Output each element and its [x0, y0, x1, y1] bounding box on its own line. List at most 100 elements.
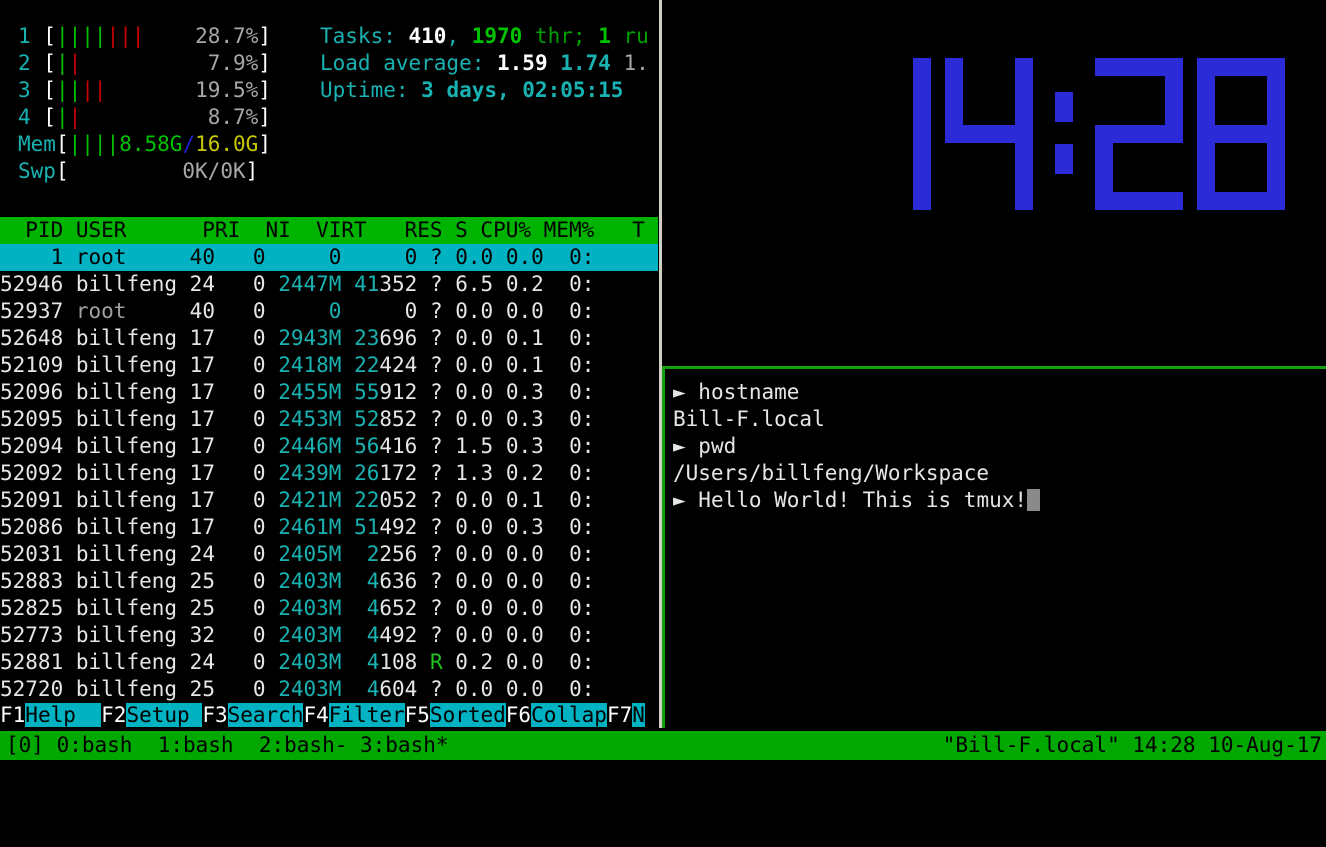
clock-segment	[1197, 125, 1215, 210]
fkey-f1[interactable]: F1	[0, 703, 26, 727]
process-res	[354, 245, 405, 269]
meter-bar: |	[131, 24, 145, 48]
clock-segment	[1015, 125, 1033, 210]
process-row[interactable]: 52648 billfeng 17 0 2943M 23696 ? 0.0 0.…	[0, 326, 595, 350]
process-cpu: 0.0	[442, 407, 494, 431]
pane-htop[interactable]: 1 [||||||| 28.7%] 2 [|| 7.9%] 3 [|||| 19.5…	[0, 0, 658, 728]
tmux-status-bar[interactable]: [0] 0:bash 1:bash 2:bash- 3:bash* "Bill-…	[0, 731, 1326, 760]
fkey-f5[interactable]: F5	[404, 703, 430, 727]
process-mem: 0.1	[493, 326, 544, 350]
process-row[interactable]: 52883 billfeng 25 0 2403M 4636 ? 0.0 0.0…	[0, 569, 595, 593]
process-time: 0:	[569, 380, 595, 404]
meter-bar: |	[119, 24, 132, 48]
process-table-header[interactable]: PID USER PRI NI VIRT RES S CPU% MEM% T	[0, 217, 658, 244]
process-row[interactable]: 52825 billfeng 25 0 2403M 4652 ? 0.0 0.0…	[0, 596, 595, 620]
meter-bar: |	[106, 132, 120, 156]
cpu-meter-label: 1	[18, 24, 44, 48]
clock-segment	[945, 125, 1033, 143]
process-pri: 40	[189, 299, 215, 323]
process-time: 0:	[569, 488, 595, 512]
process-row[interactable]: 52086 billfeng 17 0 2461M 51492 ? 0.0 0.…	[0, 515, 595, 539]
process-mem: 0.3	[493, 515, 544, 539]
process-user: billfeng	[75, 677, 190, 701]
running-label: ru	[610, 24, 649, 48]
shell-output[interactable]: ► hostname Bill-F.local ► pwd/Users/billfe…	[673, 379, 1041, 514]
process-mem: 0.0	[493, 677, 544, 701]
shell-command-line: ► pwd	[673, 433, 1040, 460]
process-res: 4	[354, 569, 380, 593]
pane-clock[interactable]	[665, 0, 1326, 364]
process-res: 41	[354, 272, 380, 296]
process-pid: 52946	[0, 272, 64, 296]
meter-bar: |	[55, 24, 69, 48]
function-key-bar[interactable]: F1Help F2Setup F3SearchF4FilterF5SortedF…	[0, 703, 658, 728]
text-cursor	[1027, 489, 1041, 511]
process-time: 0:	[569, 677, 595, 701]
shell-text: pwd	[698, 434, 737, 458]
fkey-label-f3[interactable]: Search	[227, 703, 304, 727]
process-cpu: 0.0	[442, 515, 494, 539]
process-pid: 1	[0, 245, 64, 269]
process-pri: 25	[189, 677, 215, 701]
meter-bar: |	[68, 78, 82, 102]
fkey-f3[interactable]: F3	[202, 703, 228, 727]
process-pri: 24	[189, 272, 215, 296]
fkey-label-f7[interactable]: N	[632, 703, 645, 727]
fkey-f2[interactable]: F2	[101, 703, 127, 727]
process-cpu: 0.0	[442, 299, 494, 323]
status-left[interactable]: [0] 0:bash 1:bash 2:bash- 3:bash*	[6, 733, 449, 757]
process-row[interactable]: 52031 billfeng 24 0 2405M 2256 ? 0.0 0.0…	[0, 542, 595, 566]
meter-bar: |	[81, 24, 94, 48]
process-mem: 0.3	[493, 380, 544, 404]
process-time: 0:	[569, 596, 595, 620]
fkey-label-f6[interactable]: Collap	[531, 703, 607, 727]
process-state: ?	[429, 515, 443, 539]
process-pid: 52109	[0, 353, 64, 377]
process-pri: 17	[189, 380, 215, 404]
process-state: ?	[429, 326, 443, 350]
fkey-label-f1[interactable]: Help	[25, 703, 102, 727]
cpu-meter-label: 4	[18, 105, 44, 129]
process-row[interactable]: 52720 billfeng 25 0 2403M 4604 ? 0.0 0.0…	[0, 677, 595, 701]
threads-count: 1970	[471, 24, 523, 48]
process-row[interactable]: 52095 billfeng 17 0 2453M 52852 ? 0.0 0.…	[0, 407, 595, 431]
process-virt: 2403M	[265, 677, 342, 701]
process-user: billfeng	[75, 596, 190, 620]
process-mem: 0.3	[493, 407, 544, 431]
pane-divider-horizontal[interactable]	[662, 366, 1326, 369]
shell-output-line: Bill-F.local	[673, 406, 1040, 433]
meter-bar: |	[93, 132, 107, 156]
process-pid: 52937	[0, 299, 64, 323]
process-row[interactable]: 52881 billfeng 24 0 2403M 4108 R 0.2 0.0…	[0, 650, 595, 674]
fkey-label-f4[interactable]: Filter	[328, 703, 405, 727]
process-user: billfeng	[75, 434, 190, 458]
fkey-f7[interactable]: F7	[606, 703, 633, 727]
process-virt: 0	[265, 245, 342, 269]
process-virt: 2403M	[265, 569, 342, 593]
process-res: 51	[354, 515, 380, 539]
process-row[interactable]: 52109 billfeng 17 0 2418M 22424 ? 0.0 0.…	[0, 353, 595, 377]
fkey-label-f5[interactable]: Sorted	[429, 703, 506, 727]
process-table[interactable]: PID USER PRI NI VIRT RES S CPU% MEM% T 1…	[0, 217, 658, 703]
process-row[interactable]: 52946 billfeng 24 0 2447M 41352 ? 6.5 0.…	[0, 272, 595, 296]
pane-divider-vertical[interactable]	[659, 0, 662, 728]
process-row[interactable]: 52091 billfeng 17 0 2421M 22052 ? 0.0 0.…	[0, 488, 595, 512]
process-row[interactable]: 1 root 40 0 0 0 ? 0.0 0.0 0:	[0, 244, 658, 271]
process-row[interactable]: 52092 billfeng 17 0 2439M 26172 ? 1.3 0.…	[0, 461, 595, 485]
load-label: Load average:	[320, 51, 498, 75]
pane-divider-vertical-active[interactable]	[662, 366, 665, 728]
process-row[interactable]: 52094 billfeng 17 0 2446M 56416 ? 1.5 0.…	[0, 434, 595, 458]
pane-shell[interactable]: ► hostname Bill-F.local ► pwd/Users/billfe…	[665, 371, 1326, 728]
fkey-label-f2[interactable]: Setup	[126, 703, 203, 727]
process-row[interactable]: 52773 billfeng 32 0 2403M 4492 ? 0.0 0.0…	[0, 623, 595, 647]
process-row[interactable]: 52096 billfeng 17 0 2455M 55912 ? 0.0 0.…	[0, 380, 595, 404]
process-row[interactable]: 52937 root 40 0 0 0 ? 0.0 0.0 0:	[0, 299, 595, 323]
cpu-percent: 19.5%	[182, 78, 259, 102]
tasks-comma: ,	[446, 24, 472, 48]
clock-segment	[1197, 192, 1285, 210]
process-pid: 52773	[0, 623, 64, 647]
fkey-f4[interactable]: F4	[303, 703, 329, 727]
clock-segment	[945, 58, 963, 143]
fkey-f6[interactable]: F6	[505, 703, 532, 727]
meter-bar: |	[81, 78, 94, 102]
